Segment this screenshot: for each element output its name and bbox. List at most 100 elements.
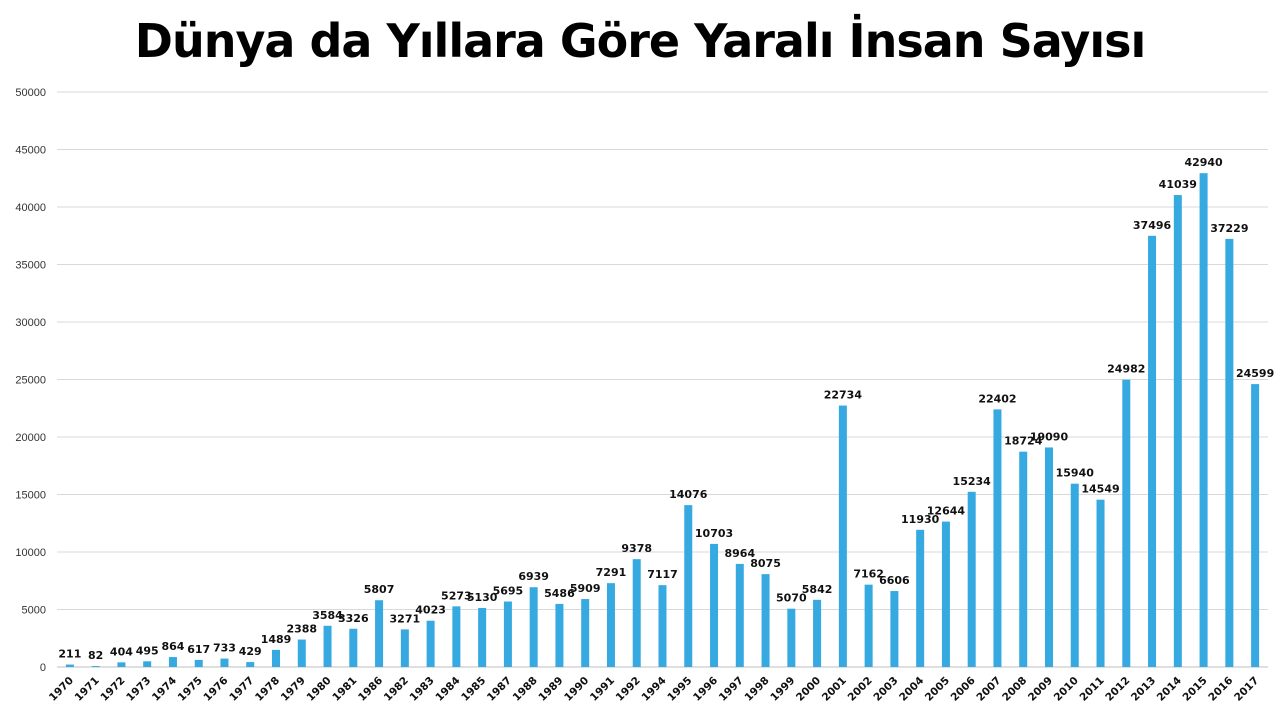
x-tick-label: 2003 <box>871 675 900 704</box>
x-tick-label: 1990 <box>562 675 591 704</box>
y-tick-label: 35000 <box>15 260 46 272</box>
bar <box>941 521 950 667</box>
data-label: 5273 <box>441 589 472 602</box>
data-label: 14549 <box>1081 483 1119 496</box>
y-tick-label: 5000 <box>22 605 46 617</box>
x-tick-label: 1971 <box>73 675 102 704</box>
bar <box>1122 379 1131 667</box>
data-label: 5130 <box>467 591 498 604</box>
bar <box>65 664 74 667</box>
y-tick-label: 40000 <box>15 202 46 214</box>
x-tick-label: 1979 <box>279 675 308 704</box>
data-label: 7291 <box>596 566 627 579</box>
x-tick-label: 2004 <box>897 675 926 704</box>
x-tick-label: 2009 <box>1026 675 1055 704</box>
x-tick-label: 1998 <box>743 675 772 704</box>
bar <box>194 659 203 667</box>
x-tick-label: 1983 <box>408 675 437 704</box>
x-tick-label: 2017 <box>1232 675 1261 704</box>
bar <box>1070 483 1079 667</box>
bar <box>220 658 229 667</box>
data-label: 4023 <box>415 604 446 617</box>
x-tick-label: 2012 <box>1103 675 1132 704</box>
x-tick-label: 1986 <box>356 675 385 704</box>
data-label: 22402 <box>978 392 1016 405</box>
x-tick-label: 1981 <box>330 675 359 704</box>
x-tick-label: 2013 <box>1129 675 1158 704</box>
x-tick-label: 2002 <box>846 675 875 704</box>
bar <box>555 603 564 667</box>
data-label: 1489 <box>261 633 292 646</box>
x-tick-label: 2008 <box>1000 675 1029 704</box>
bar <box>168 657 177 667</box>
x-tick-label: 1988 <box>511 675 540 704</box>
data-label: 24982 <box>1107 363 1145 376</box>
data-label: 5807 <box>364 583 395 596</box>
bar <box>993 409 1002 667</box>
bar <box>606 583 615 667</box>
data-label: 18724 <box>1004 435 1043 448</box>
data-label: 5842 <box>802 583 833 596</box>
data-label: 37229 <box>1210 222 1248 235</box>
bar <box>864 584 873 667</box>
data-label: 864 <box>161 640 184 653</box>
data-label: 5695 <box>493 585 524 598</box>
bar <box>375 600 384 667</box>
bar <box>890 591 899 667</box>
data-label: 5909 <box>570 582 601 595</box>
y-tick-label: 20000 <box>15 432 46 444</box>
data-label: 82 <box>88 649 103 662</box>
y-tick-label: 10000 <box>15 547 46 559</box>
y-tick-label: 45000 <box>15 145 46 157</box>
x-tick-label: 1987 <box>485 675 514 704</box>
x-tick-label: 1972 <box>98 675 127 704</box>
data-label: 8964 <box>724 547 755 560</box>
bar <box>1199 173 1208 667</box>
x-tick-label: 2011 <box>1077 675 1106 704</box>
bar <box>684 505 693 667</box>
x-tick-label: 1995 <box>665 675 694 704</box>
x-tick-label: 2000 <box>794 675 823 704</box>
bar <box>658 585 667 667</box>
data-label: 3326 <box>338 612 369 625</box>
bar <box>400 629 409 667</box>
bar <box>297 639 306 667</box>
bar <box>426 620 435 667</box>
x-tick-label: 2005 <box>923 675 952 704</box>
data-label: 5486 <box>544 587 575 600</box>
bar <box>632 559 641 667</box>
bar <box>272 649 281 667</box>
data-label: 3271 <box>390 612 421 625</box>
x-tick-label: 1991 <box>588 675 617 704</box>
x-tick-label: 1977 <box>227 675 256 704</box>
data-label: 404 <box>110 645 133 658</box>
data-label: 12644 <box>927 505 966 518</box>
data-label: 495 <box>136 644 159 657</box>
bar <box>1225 238 1234 667</box>
y-tick-label: 30000 <box>15 317 46 329</box>
data-label: 5070 <box>776 592 807 605</box>
bar <box>1251 384 1260 667</box>
data-label: 7162 <box>853 568 884 581</box>
bar <box>452 606 461 667</box>
bar <box>1096 499 1105 667</box>
y-tick-label: 50000 <box>15 87 46 99</box>
y-tick-label: 15000 <box>15 490 46 502</box>
bar <box>529 587 538 667</box>
data-label: 429 <box>239 645 262 658</box>
bar <box>323 625 332 667</box>
data-label: 733 <box>213 642 236 655</box>
x-tick-label: 2014 <box>1155 675 1184 704</box>
bar <box>246 662 255 667</box>
bar <box>117 662 126 667</box>
bar <box>1148 235 1157 667</box>
bar <box>787 608 796 667</box>
bar <box>91 666 100 667</box>
x-tick-label: 1975 <box>176 675 205 704</box>
data-label: 37496 <box>1133 219 1172 232</box>
x-tick-label: 1980 <box>305 675 334 704</box>
x-tick-label: 2006 <box>949 675 978 704</box>
data-label: 7117 <box>647 568 678 581</box>
data-label: 9378 <box>621 542 652 555</box>
